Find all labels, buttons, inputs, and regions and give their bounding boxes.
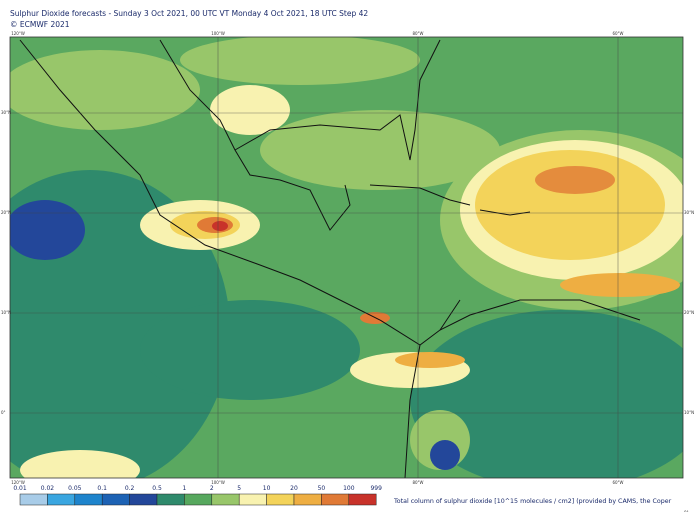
lon-label: 100°W [211, 480, 225, 485]
lat-label: 20°N [684, 310, 694, 315]
lon-label: 60°W [612, 480, 623, 485]
lat-label: 0° [1, 410, 6, 415]
colorbar-box [47, 493, 76, 506]
lat-label: 20°N [1, 210, 11, 215]
lon-label: 80°W [412, 480, 423, 485]
lon-label: 80°W [412, 31, 423, 36]
lon-label: 120°W [11, 31, 25, 36]
colorbar-box [74, 493, 103, 506]
colorbar-label: 0.01 [13, 485, 27, 492]
lat-label: 0° [684, 510, 689, 512]
colorbar-label: 5 [237, 485, 241, 492]
field [10, 37, 683, 478]
colorbar-box [129, 493, 158, 506]
colorbar-label: 20 [290, 485, 298, 492]
colorbar-box [266, 493, 295, 506]
colorbar-box [211, 493, 240, 506]
lat-label: 10°N [684, 410, 694, 415]
colorbar-box [348, 493, 377, 506]
colorbar-label: 0.05 [68, 485, 82, 492]
colorbar-box [293, 493, 322, 506]
copyright: © ECMWF 2021 [10, 20, 70, 29]
colorbar-box [19, 493, 48, 506]
caption: Total column of sulphur dioxide [10^15 m… [393, 498, 672, 505]
colorbar-label: 999 [370, 485, 382, 492]
lon-label: 60°W [612, 31, 623, 36]
lon-label: 100°W [211, 31, 225, 36]
colorbar-label: 1 [182, 485, 186, 492]
lat-label: 10°N [1, 310, 11, 315]
colorbar-label: 0.02 [41, 485, 55, 492]
lon-label: 120°W [11, 480, 25, 485]
colorbar-box [238, 493, 267, 506]
colorbar-box [156, 493, 185, 506]
colorbar-label: 100 [343, 485, 355, 492]
colorbar-label: 50 [318, 485, 326, 492]
colorbar-label: 2 [210, 485, 214, 492]
colorbar-box [101, 493, 130, 506]
colorbar-label: 10 [263, 485, 271, 492]
lat-label: 30°N [684, 210, 694, 215]
colorbar-box [184, 493, 213, 506]
colorbar-label: 0.1 [97, 485, 107, 492]
title: Sulphur Dioxide forecasts - Sunday 3 Oct… [10, 9, 369, 18]
colorbar-label: 0.5 [152, 485, 162, 492]
lat-label: 30°N [1, 110, 11, 115]
colorbar-label: 0.2 [125, 485, 135, 492]
colorbar-box [321, 493, 350, 506]
